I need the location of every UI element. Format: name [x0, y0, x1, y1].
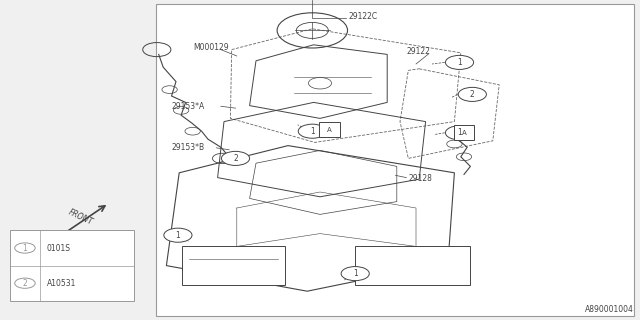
- Bar: [156, 4, 634, 316]
- Circle shape: [445, 55, 474, 69]
- Circle shape: [15, 243, 35, 253]
- Circle shape: [164, 228, 192, 242]
- Text: 29153*B: 29153*B: [172, 143, 205, 152]
- Circle shape: [221, 151, 250, 165]
- Circle shape: [15, 278, 35, 288]
- Text: A: A: [461, 130, 467, 136]
- Text: 29122C: 29122C: [349, 12, 378, 21]
- Circle shape: [445, 126, 474, 140]
- Text: 0101S: 0101S: [47, 244, 70, 252]
- Bar: [319, 122, 340, 137]
- Text: 1: 1: [22, 244, 28, 252]
- Text: 2: 2: [233, 154, 238, 163]
- Bar: [454, 125, 474, 140]
- Text: 29153*A: 29153*A: [172, 102, 205, 111]
- Bar: [355, 246, 470, 285]
- Text: FRONT: FRONT: [67, 208, 95, 227]
- Circle shape: [341, 267, 369, 281]
- Text: A890001004: A890001004: [585, 305, 634, 314]
- Text: A: A: [327, 127, 332, 132]
- Text: 29128: 29128: [408, 174, 432, 183]
- Text: 2: 2: [22, 279, 28, 288]
- Bar: [182, 246, 285, 285]
- Text: 1: 1: [353, 269, 358, 278]
- Bar: [10, 230, 134, 301]
- Text: 1: 1: [175, 231, 180, 240]
- Text: 2: 2: [470, 90, 475, 99]
- Text: 29122: 29122: [406, 47, 430, 56]
- Text: 1: 1: [310, 127, 315, 136]
- Text: M000129: M000129: [193, 43, 229, 52]
- Circle shape: [458, 87, 486, 101]
- Text: A10531: A10531: [47, 279, 76, 288]
- Text: 1: 1: [457, 128, 462, 137]
- Circle shape: [298, 124, 326, 138]
- Text: 1: 1: [457, 58, 462, 67]
